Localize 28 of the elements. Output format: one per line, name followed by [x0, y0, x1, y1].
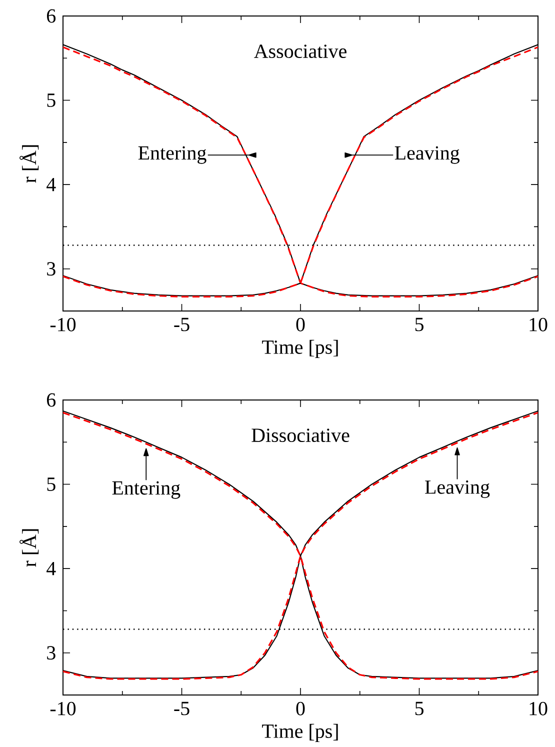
y-tick-label: 3 — [47, 646, 56, 660]
x-tick-label: -5 — [174, 318, 190, 332]
text: Associative — [254, 44, 346, 58]
y-axis-title: r [Å] — [20, 145, 39, 183]
x-tick-label: 10 — [530, 702, 548, 716]
y-tick-label: 6 — [46, 9, 56, 23]
y-axis-title: r [Å] — [20, 529, 39, 567]
text: Dissociative — [252, 428, 350, 442]
annotation: Leaving — [394, 146, 460, 164]
y-tick-label: 5 — [47, 94, 56, 107]
x-tick-label: -10 — [50, 318, 76, 332]
x-tick-label: 10 — [530, 318, 548, 332]
x-tick-label: 0 — [296, 702, 305, 716]
x-tick-label: -5 — [174, 702, 190, 716]
y-tick-label: 4 — [46, 178, 56, 192]
x-tick-label: 5 — [415, 318, 424, 332]
x-tick-label: 0 — [296, 318, 305, 332]
y-tick-label: 4 — [46, 562, 56, 576]
x-axis-title: Time [ps] — [262, 724, 338, 742]
annotation: Leaving — [425, 480, 490, 498]
x-axis-title: Time [ps] — [262, 340, 338, 358]
y-tick-label: 6 — [46, 393, 56, 407]
x-tick-label: -10 — [50, 702, 76, 716]
annotation: Entering — [112, 481, 180, 499]
x-tick-label: 5 — [415, 702, 424, 716]
y-tick-label: 5 — [47, 478, 56, 491]
y-tick-label: 3 — [47, 262, 56, 276]
annotation: Entering — [138, 146, 206, 164]
